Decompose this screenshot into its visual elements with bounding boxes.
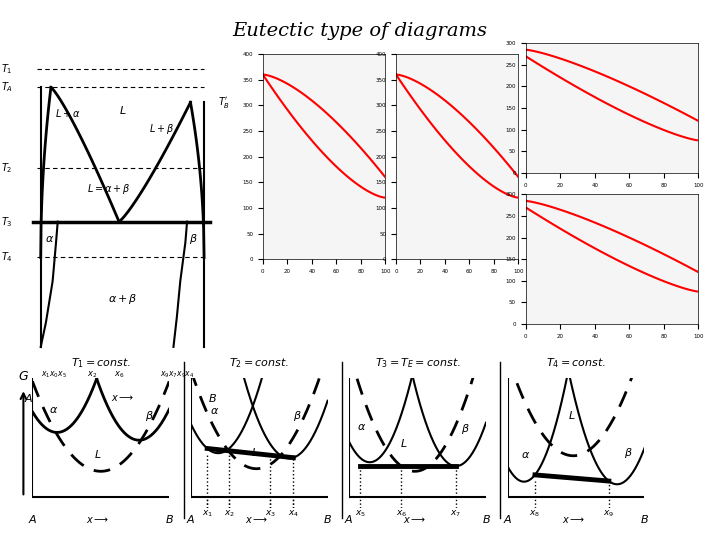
Text: $x\longrightarrow$: $x\longrightarrow$ (562, 515, 585, 525)
Text: $A$: $A$ (186, 513, 196, 525)
Text: $x_7$: $x_7$ (451, 508, 462, 519)
Text: $L$: $L$ (251, 446, 258, 458)
Text: $\alpha$: $\alpha$ (49, 405, 58, 415)
Text: $x_9$: $x_9$ (603, 508, 614, 519)
Text: $x\longrightarrow$: $x\longrightarrow$ (245, 515, 268, 525)
Text: $x_1x_0x_5$: $x_1x_0x_5$ (41, 370, 67, 380)
Text: $B$: $B$ (482, 513, 490, 525)
Text: $x_3$: $x_3$ (265, 508, 276, 519)
Text: $T_2 = const.$: $T_2 = const.$ (229, 356, 289, 370)
Text: $A$: $A$ (24, 392, 34, 403)
Text: $\beta$: $\beta$ (294, 409, 302, 423)
Text: $x_2$: $x_2$ (224, 508, 235, 519)
Text: $\beta$: $\beta$ (462, 422, 470, 436)
Text: $A$: $A$ (344, 513, 354, 525)
Text: $L$: $L$ (94, 448, 102, 461)
Text: $T_3$: $T_3$ (1, 215, 12, 228)
Text: $L=\alpha+\beta$: $L=\alpha+\beta$ (87, 182, 130, 196)
Text: $x_6$: $x_6$ (114, 370, 125, 380)
Text: $B$: $B$ (323, 513, 332, 525)
Text: $L+\alpha$: $L+\alpha$ (55, 107, 81, 119)
Text: $\alpha$: $\alpha$ (210, 406, 219, 416)
Text: $L$: $L$ (568, 409, 575, 422)
Text: $\alpha+\beta$: $\alpha+\beta$ (107, 292, 138, 306)
Text: $B$: $B$ (640, 513, 649, 525)
Text: $x\longrightarrow$: $x\longrightarrow$ (111, 393, 134, 403)
Text: $T_1$: $T_1$ (1, 63, 12, 76)
Text: $\beta$: $\beta$ (145, 409, 153, 423)
Text: $T_4$: $T_4$ (1, 251, 13, 264)
Text: $\alpha$: $\alpha$ (45, 234, 54, 245)
Text: $x_5$: $x_5$ (355, 508, 366, 519)
Text: $x_9x_7x_9x_4$: $x_9x_7x_9x_4$ (160, 370, 194, 380)
Text: $x\longrightarrow$: $x\longrightarrow$ (403, 515, 426, 525)
Text: $L$: $L$ (119, 104, 126, 116)
Text: Eutectic type of diagrams: Eutectic type of diagrams (233, 22, 487, 39)
Text: $G$: $G$ (18, 370, 29, 383)
Text: $x_8$: $x_8$ (529, 508, 541, 519)
Text: $L+\beta$: $L+\beta$ (149, 122, 174, 136)
Text: $\beta$: $\beta$ (189, 233, 198, 246)
Text: $T_3 = T_E = const.$: $T_3 = T_E = const.$ (374, 356, 461, 370)
Text: $A$: $A$ (27, 513, 37, 525)
Text: $L$: $L$ (400, 437, 408, 449)
Text: $\alpha$: $\alpha$ (521, 450, 531, 461)
Text: $\alpha$: $\alpha$ (357, 422, 366, 432)
Text: $\beta$: $\beta$ (624, 446, 633, 460)
Text: $x_4$: $x_4$ (288, 508, 299, 519)
Text: $T_1 = const.$: $T_1 = const.$ (71, 356, 131, 370)
Text: $x_1$: $x_1$ (202, 508, 212, 519)
Text: $T_2$: $T_2$ (1, 161, 12, 175)
Text: $T_B'$: $T_B'$ (218, 95, 230, 110)
Text: $B$: $B$ (165, 513, 174, 525)
Text: $A$: $A$ (503, 513, 513, 525)
Text: $B$: $B$ (208, 392, 217, 403)
Text: $T_A$: $T_A$ (1, 80, 13, 94)
Text: $x_6$: $x_6$ (395, 508, 407, 519)
Text: $T_4 = const.$: $T_4 = const.$ (546, 356, 606, 370)
Text: $x_2$: $x_2$ (86, 370, 97, 380)
Text: $x\longrightarrow$: $x\longrightarrow$ (86, 515, 109, 525)
